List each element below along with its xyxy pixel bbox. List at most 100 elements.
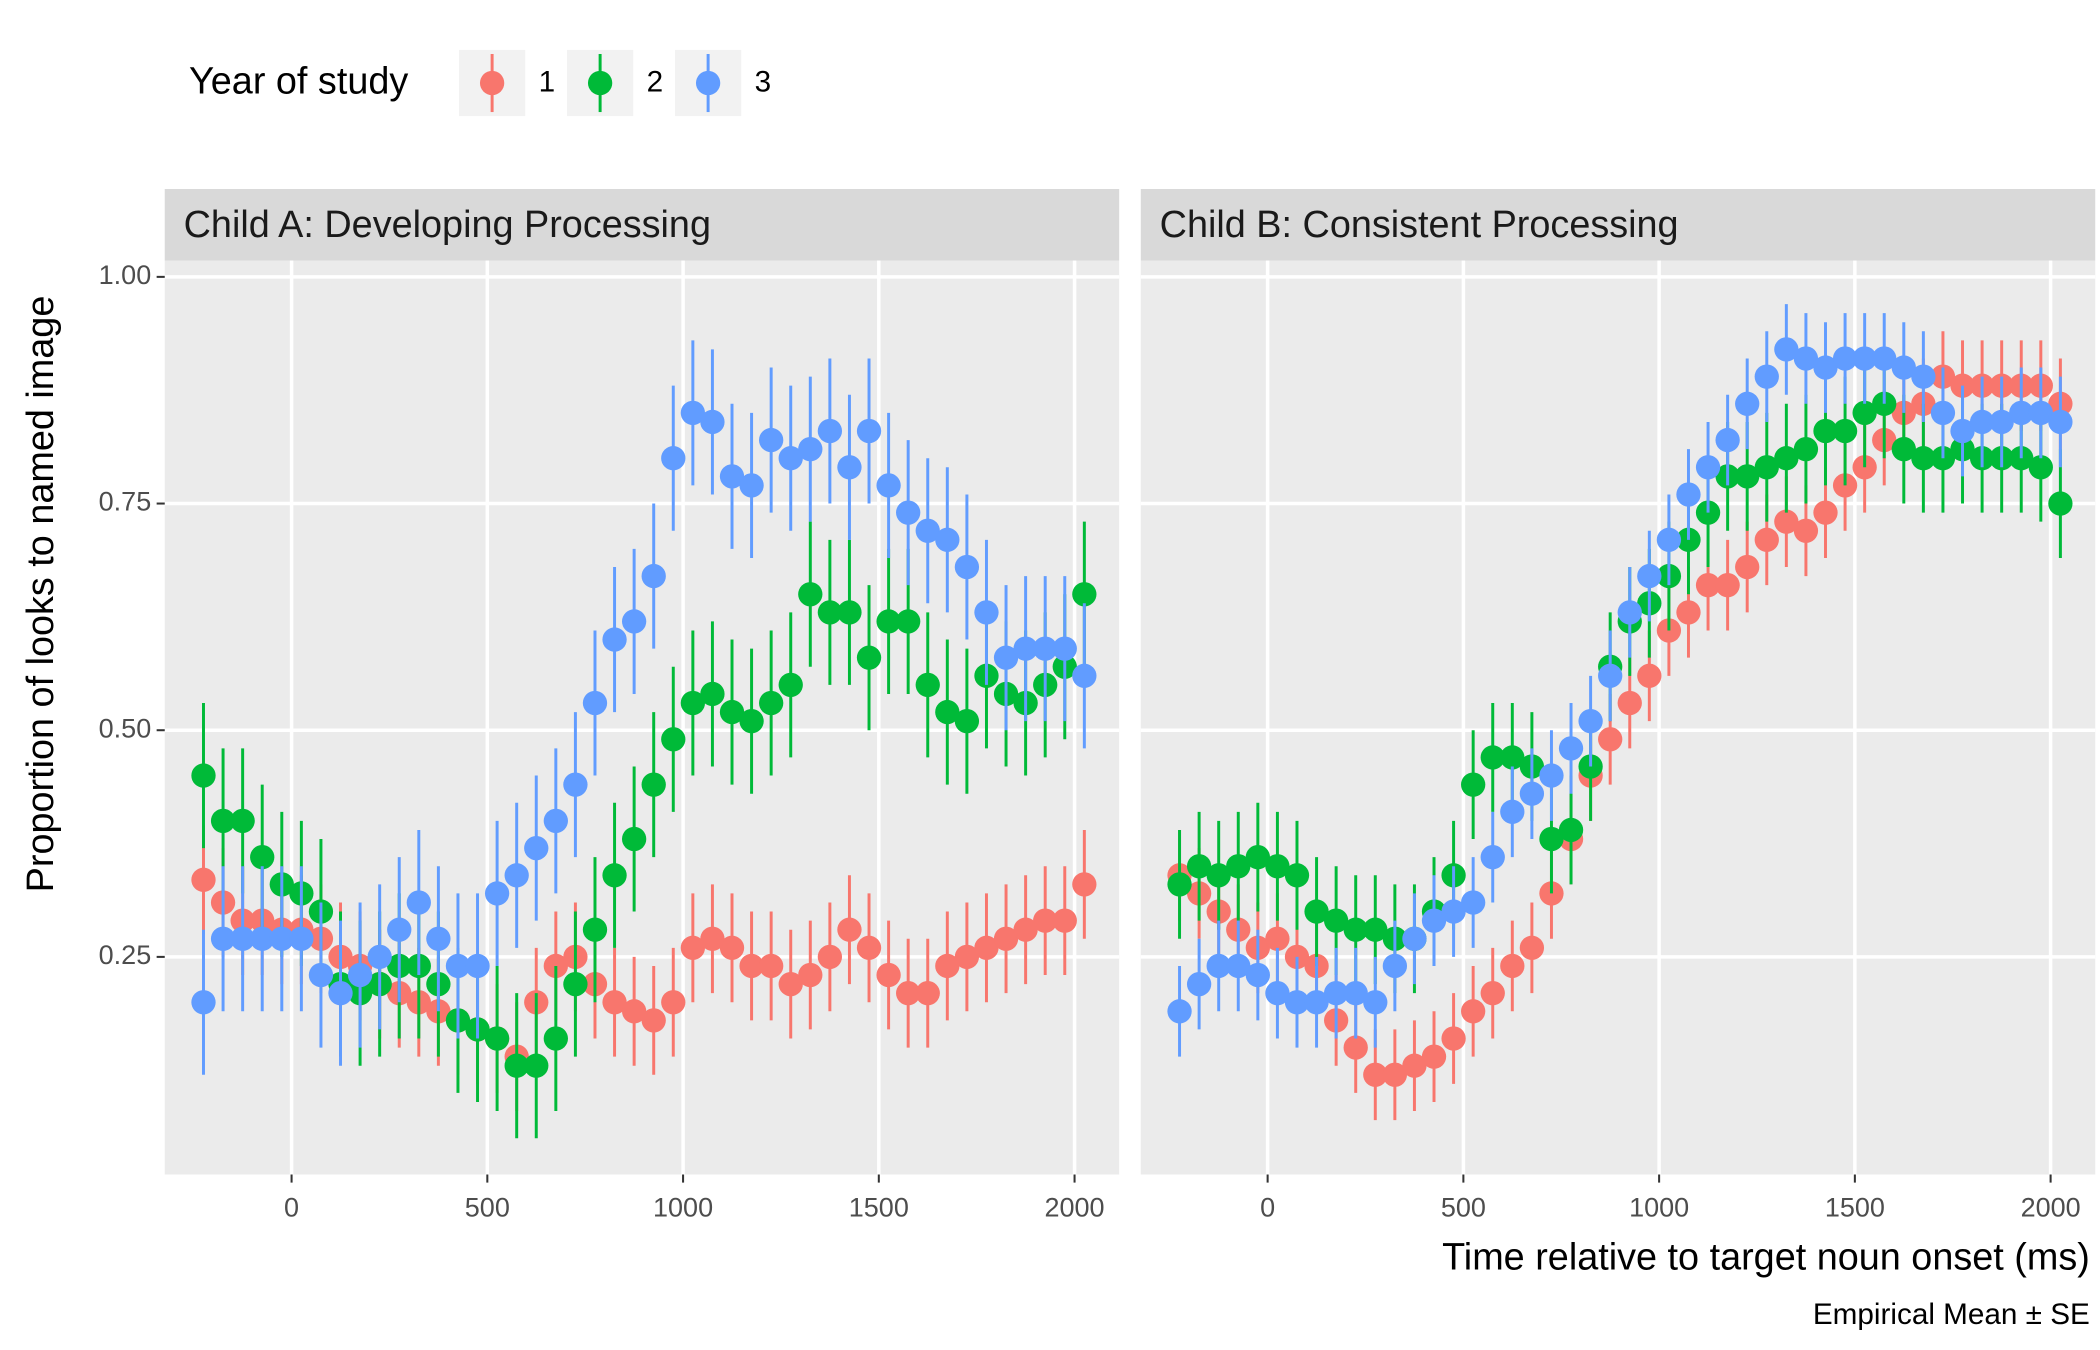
point bbox=[1206, 953, 1231, 979]
point bbox=[1167, 872, 1192, 897]
point bbox=[367, 944, 392, 970]
point bbox=[1519, 935, 1545, 960]
legend-key-point bbox=[695, 70, 721, 96]
point bbox=[1715, 427, 1740, 453]
point bbox=[445, 953, 471, 979]
point bbox=[602, 627, 627, 652]
point bbox=[1676, 600, 1701, 625]
y-tick-label: 0.25 bbox=[99, 940, 152, 970]
point bbox=[739, 709, 764, 734]
point bbox=[1813, 355, 1838, 380]
point bbox=[1343, 1035, 1368, 1060]
point bbox=[1598, 663, 1623, 688]
point bbox=[759, 690, 784, 716]
point bbox=[896, 500, 921, 525]
point bbox=[543, 808, 568, 834]
point bbox=[974, 600, 999, 625]
point bbox=[1930, 400, 1956, 426]
point bbox=[1754, 364, 1779, 389]
point bbox=[1500, 745, 1525, 770]
point bbox=[621, 999, 647, 1024]
point bbox=[1558, 736, 1584, 761]
point bbox=[896, 609, 921, 634]
x-axis-label: Time relative to target noun onset (ms) bbox=[1442, 1237, 2090, 1279]
point bbox=[1656, 618, 1682, 643]
point bbox=[543, 1026, 568, 1051]
point bbox=[406, 890, 431, 915]
point bbox=[602, 863, 627, 888]
point bbox=[563, 772, 588, 797]
point bbox=[915, 981, 940, 1006]
point bbox=[1774, 337, 1799, 362]
point bbox=[817, 944, 843, 970]
point bbox=[1480, 981, 1505, 1006]
point bbox=[1695, 572, 1721, 598]
point bbox=[484, 881, 510, 906]
y-axis-label: Proportion of looks to named image bbox=[20, 296, 62, 893]
point bbox=[993, 645, 1019, 670]
point bbox=[719, 464, 745, 489]
point bbox=[798, 962, 823, 988]
point bbox=[484, 1026, 510, 1051]
point bbox=[1343, 981, 1368, 1006]
point bbox=[1284, 863, 1310, 888]
point bbox=[621, 609, 647, 634]
point bbox=[602, 990, 627, 1015]
point bbox=[837, 455, 862, 480]
point bbox=[1343, 917, 1368, 942]
point bbox=[1421, 908, 1447, 933]
point bbox=[1206, 863, 1231, 888]
point bbox=[1656, 527, 1682, 552]
caption: Empirical Mean ± SE bbox=[1813, 1298, 2090, 1331]
point bbox=[778, 971, 803, 997]
point bbox=[1774, 509, 1799, 534]
point bbox=[1323, 981, 1349, 1006]
x-tick-label: 2000 bbox=[2021, 1193, 2081, 1223]
point bbox=[954, 944, 980, 970]
point bbox=[915, 672, 940, 698]
point bbox=[1284, 990, 1310, 1015]
point bbox=[1911, 446, 1936, 471]
point bbox=[700, 409, 725, 435]
point bbox=[1715, 572, 1740, 598]
point bbox=[582, 917, 608, 942]
point bbox=[1323, 908, 1349, 933]
point bbox=[1304, 990, 1329, 1015]
point bbox=[1519, 781, 1545, 806]
point bbox=[1052, 908, 1077, 933]
point bbox=[739, 953, 764, 979]
point bbox=[2048, 491, 2073, 516]
point bbox=[1245, 962, 1270, 988]
point bbox=[328, 981, 353, 1006]
point bbox=[1245, 845, 1270, 870]
point bbox=[230, 926, 255, 951]
point bbox=[1911, 364, 1936, 389]
x-tick-label: 1000 bbox=[653, 1193, 713, 1223]
point bbox=[856, 418, 882, 444]
point bbox=[1461, 890, 1486, 915]
point bbox=[621, 826, 647, 852]
point bbox=[1072, 663, 1097, 688]
point bbox=[856, 935, 882, 960]
x-tick-label: 1000 bbox=[1629, 1193, 1689, 1223]
point bbox=[817, 600, 843, 625]
point bbox=[876, 473, 901, 498]
point bbox=[661, 446, 686, 471]
point bbox=[269, 926, 294, 951]
point bbox=[1872, 346, 1897, 371]
point bbox=[230, 808, 255, 834]
point bbox=[1226, 854, 1251, 879]
point bbox=[289, 926, 314, 951]
x-tick-label: 500 bbox=[1441, 1193, 1486, 1223]
point bbox=[700, 681, 725, 707]
point bbox=[426, 926, 451, 951]
point bbox=[1072, 872, 1097, 897]
point bbox=[856, 645, 882, 670]
point bbox=[641, 1008, 666, 1033]
point bbox=[954, 554, 980, 580]
point bbox=[250, 926, 275, 951]
point bbox=[191, 867, 216, 892]
point bbox=[1461, 772, 1486, 797]
point bbox=[1617, 600, 1642, 625]
point bbox=[641, 563, 666, 589]
